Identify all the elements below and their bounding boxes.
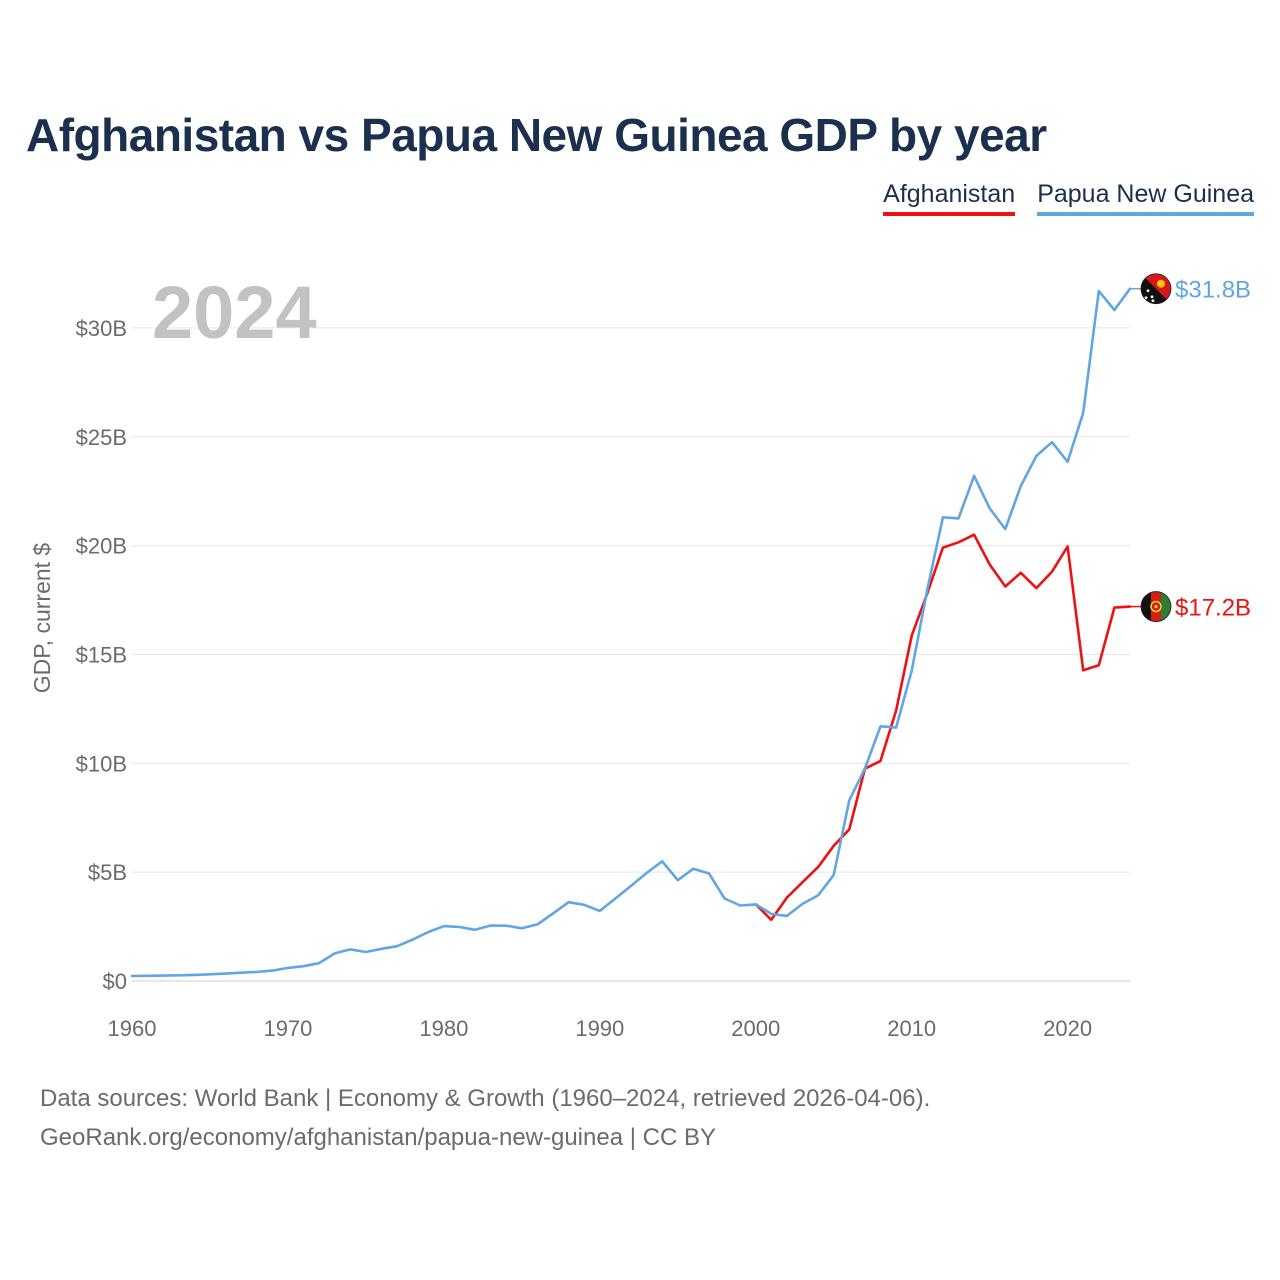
y-tick-label: $5B: [88, 860, 127, 885]
y-tick-label: $10B: [76, 751, 127, 776]
source-line-2[interactable]: GeoRank.org/economy/afghanistan/papua-ne…: [40, 1124, 716, 1151]
papua-new-guinea-flag-icon: [1140, 273, 1172, 305]
source-line-1: Data sources: World Bank | Economy & Gro…: [40, 1085, 931, 1112]
y-tick-label: $30B: [76, 316, 127, 341]
y-axis-title: GDP, current $: [29, 543, 55, 694]
x-tick-label: 1990: [575, 1016, 624, 1041]
chart-title: Afghanistan vs Papua New Guinea GDP by y…: [26, 109, 1047, 161]
legend-label-papua-new-guinea: Papua New Guinea: [1037, 180, 1254, 208]
series-line-afghanistan: [754, 533, 1132, 922]
x-tick-label: 2020: [1043, 1016, 1092, 1041]
series-line-papua-new-guinea: [130, 287, 1132, 978]
y-tick-label: $25B: [76, 425, 127, 450]
legend-item-papua-new-guinea[interactable]: Papua New Guinea: [1037, 180, 1254, 216]
y-tick-label: $15B: [76, 642, 127, 667]
y-tick-label: $0: [103, 969, 127, 994]
end-value-label-afghanistan: $17.2B: [1175, 595, 1251, 622]
legend-label-afghanistan: Afghanistan: [883, 180, 1016, 208]
legend: Afghanistan Papua New Guinea: [883, 180, 1254, 216]
y-tick-label: $20B: [76, 534, 127, 559]
x-tick-label: 1960: [108, 1016, 157, 1041]
year-overlay-label: 2024: [152, 271, 317, 354]
end-value-label-papua-new-guinea: $31.8B: [1175, 277, 1251, 304]
x-tick-label: 2000: [731, 1016, 780, 1041]
x-tick-label: 1970: [263, 1016, 312, 1041]
afghanistan-flag-icon: [1140, 591, 1172, 622]
legend-item-afghanistan[interactable]: Afghanistan: [883, 180, 1016, 216]
x-tick-label: 1980: [419, 1016, 468, 1041]
x-tick-label: 2010: [887, 1016, 936, 1041]
